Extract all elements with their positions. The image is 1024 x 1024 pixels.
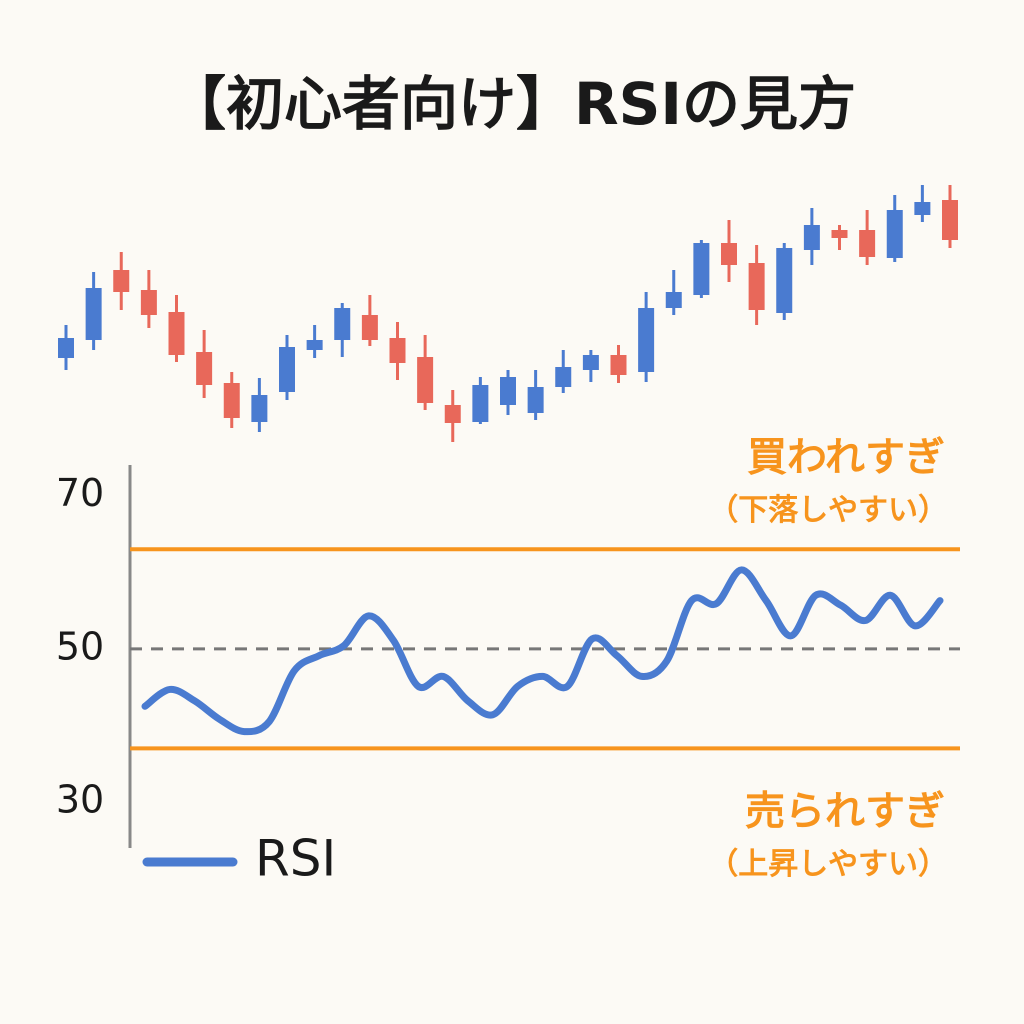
candle-body <box>113 270 130 292</box>
candle-body <box>886 210 903 258</box>
candle-body <box>582 355 599 370</box>
y-tick-label: 30 <box>56 778 104 822</box>
candle-body <box>859 230 876 257</box>
candle-body <box>914 202 931 215</box>
candle-body <box>472 385 489 422</box>
candle-body <box>693 243 710 295</box>
candle-body <box>306 340 323 350</box>
candle-body <box>500 377 516 405</box>
candle-body <box>251 395 268 422</box>
candle-body <box>444 405 461 423</box>
candle-body <box>776 248 793 313</box>
candle-body <box>665 292 682 308</box>
y-tick-label: 50 <box>56 624 104 668</box>
candle-body <box>58 338 74 358</box>
candle-body <box>721 243 737 265</box>
candle-body <box>196 352 213 385</box>
candle-body <box>748 263 765 310</box>
candle-body <box>140 290 157 315</box>
candle-body <box>389 338 406 363</box>
candle-body <box>638 308 655 372</box>
overbought-label: 買われすぎ <box>747 434 945 480</box>
candle-body <box>279 347 295 392</box>
y-tick-label: 70 <box>56 471 104 515</box>
candle-body <box>361 315 378 340</box>
candle-body <box>610 355 627 375</box>
candle-body <box>417 357 434 403</box>
candle-body <box>831 230 848 238</box>
oversold-note: （上昇しやすい） <box>708 847 948 882</box>
candle-body <box>85 288 102 340</box>
chart-title: 【初心者向け】RSIの見方 <box>168 70 856 138</box>
rsi-line <box>141 566 944 736</box>
legend-label: RSI <box>255 830 336 888</box>
candle-body <box>803 225 820 250</box>
candle-body <box>942 200 958 240</box>
overbought-note: （下落しやすい） <box>708 493 948 528</box>
oversold-label: 売られすぎ <box>745 788 945 834</box>
candle-body <box>223 383 240 418</box>
candle-body <box>555 367 572 387</box>
candle-body <box>527 387 544 413</box>
candle-body <box>168 312 185 355</box>
candle-body <box>334 308 351 340</box>
